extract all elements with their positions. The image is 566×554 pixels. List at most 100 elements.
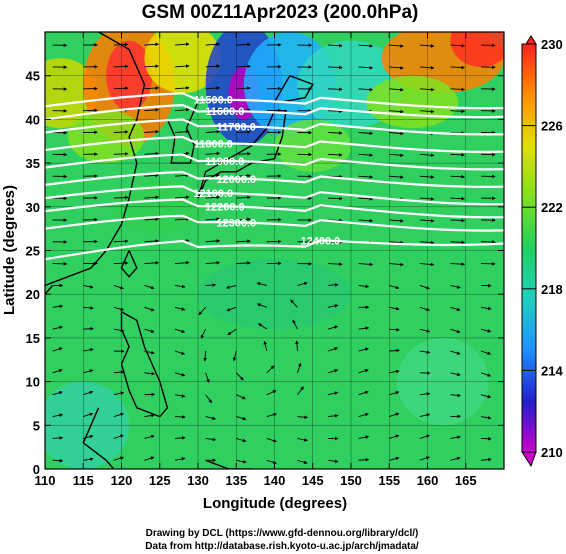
- wind-arrow: [113, 391, 125, 396]
- temperature-patch: [144, 32, 221, 94]
- wind-arrow: [52, 413, 64, 418]
- wind-arrow: [419, 175, 435, 179]
- wind-arrow: [256, 303, 268, 308]
- wind-arrow: [480, 372, 492, 377]
- wind-arrow: [328, 87, 343, 92]
- wind-arrow: [266, 459, 277, 465]
- wind-arrow: [174, 350, 186, 355]
- wind-arrow: [144, 42, 160, 47]
- wind-arrow: [419, 413, 431, 417]
- wind-streamlines: [52, 42, 496, 465]
- coastline: [205, 459, 252, 469]
- wind-arrow: [205, 372, 210, 383]
- temperature-patch: [450, 32, 504, 67]
- wind-arrow: [419, 44, 435, 48]
- wind-arrow: [389, 306, 400, 311]
- wind-arrow: [328, 65, 343, 70]
- wind-arrow: [358, 87, 374, 92]
- wind-arrow: [113, 285, 124, 290]
- wind-arrow: [450, 456, 461, 461]
- x-tick-label: 120: [111, 473, 133, 488]
- wind-arrow: [480, 350, 492, 355]
- wind-arrow: [419, 262, 435, 267]
- wind-arrow: [175, 260, 190, 265]
- wind-arrow: [175, 107, 190, 112]
- wind-arrow: [263, 340, 268, 352]
- x-tick-label: 165: [455, 473, 477, 488]
- wind-arrow: [83, 285, 94, 289]
- wind-arrow: [419, 87, 435, 92]
- wind-arrow: [236, 130, 251, 134]
- x-tick-label: 150: [340, 473, 362, 488]
- wind-arrow: [419, 218, 435, 223]
- wind-arrow: [236, 261, 251, 265]
- wind-arrow: [358, 153, 374, 157]
- wind-arrow: [258, 323, 268, 330]
- wind-arrow: [328, 283, 339, 287]
- wind-arrow: [175, 436, 186, 440]
- wind-arrow: [144, 108, 160, 112]
- wind-arrow: [236, 217, 251, 222]
- wind-arrow: [236, 437, 247, 443]
- coastline: [45, 285, 54, 296]
- wind-arrow: [450, 306, 461, 312]
- wind-arrow: [225, 285, 237, 289]
- wind-arrow: [113, 328, 125, 333]
- coastline: [45, 32, 146, 287]
- wind-arrow: [327, 369, 339, 374]
- wind-arrow: [358, 284, 370, 289]
- wind-arrow: [358, 458, 370, 462]
- wind-arrow: [175, 42, 190, 47]
- wind-arrow: [297, 415, 308, 420]
- colorbar-tick-label: 222: [541, 200, 563, 215]
- grid-lines: [45, 32, 504, 469]
- wind-arrow: [389, 369, 400, 374]
- wind-arrow: [266, 437, 277, 443]
- y-tick-label: 35: [26, 156, 40, 171]
- wind-arrow: [144, 413, 155, 418]
- wind-arrow: [358, 197, 374, 201]
- wind-arrow: [205, 173, 221, 178]
- wind-arrow: [113, 86, 129, 91]
- wind-arrow: [113, 42, 129, 47]
- x-tick-label: 115: [73, 473, 94, 488]
- wind-arrow: [389, 131, 404, 136]
- colorbar-tick-label: 226: [541, 119, 563, 134]
- colorbar-tick-label: 230: [541, 37, 563, 52]
- wind-arrow: [236, 459, 247, 464]
- y-tick-label: 0: [33, 462, 40, 477]
- contour-label: 11800.0: [194, 138, 233, 150]
- wind-arrow: [232, 350, 237, 362]
- wind-arrow: [113, 64, 129, 69]
- wind-arrow: [389, 175, 404, 179]
- wind-arrow: [450, 65, 466, 70]
- wind-arrow: [419, 350, 431, 354]
- temperature-patch: [67, 110, 145, 164]
- wind-arrow: [450, 435, 461, 440]
- wind-arrow: [113, 306, 125, 311]
- wind-arrow: [113, 130, 129, 134]
- height-contour: [45, 170, 504, 189]
- wind-arrow: [266, 412, 278, 417]
- wind-arrow: [205, 42, 221, 47]
- wind-arrow: [205, 86, 221, 90]
- contour-label: 11700.0: [217, 121, 256, 133]
- wind-arrow: [175, 217, 190, 221]
- wind-arrow: [205, 437, 217, 442]
- y-tick-label: 5: [33, 418, 40, 433]
- wind-arrow: [358, 326, 370, 330]
- wind-arrow: [358, 65, 374, 70]
- wind-arrow: [52, 368, 63, 374]
- wind-arrow: [450, 153, 466, 157]
- wind-arrow: [327, 325, 339, 330]
- wind-arrow: [175, 195, 190, 199]
- height-contour: [45, 92, 504, 110]
- wind-arrow: [297, 362, 302, 374]
- wind-arrow: [236, 195, 251, 200]
- wind-arrow: [328, 131, 343, 135]
- x-tick-label: 125: [149, 473, 171, 488]
- wind-arrow: [83, 457, 94, 461]
- wind-arrow: [450, 328, 461, 334]
